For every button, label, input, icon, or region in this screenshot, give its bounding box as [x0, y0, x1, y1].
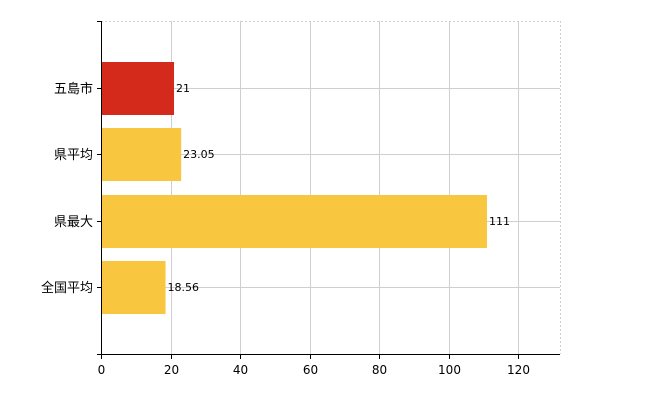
x-tick-label: 100	[438, 363, 461, 377]
data-label: 21	[176, 82, 190, 95]
bar-2	[102, 128, 182, 181]
x-tick-label: 0	[98, 363, 106, 377]
axis-layer	[97, 21, 560, 359]
bar-layer	[102, 62, 487, 314]
category-label: 全国平均	[41, 280, 93, 296]
category-label: 五島市	[54, 81, 93, 97]
x-tick-label: 120	[507, 363, 530, 377]
category-label: 県平均	[54, 148, 93, 163]
bar-4	[102, 261, 166, 314]
category-label: 県最大	[54, 215, 93, 230]
x-tick-label: 80	[372, 363, 387, 377]
x-tick-label: 20	[164, 363, 179, 377]
bar-3	[102, 195, 487, 248]
data-label: 18.56	[168, 281, 200, 294]
x-tick-label: 40	[233, 363, 248, 377]
x-tick-label: 60	[303, 363, 318, 377]
data-label: 111	[489, 215, 510, 228]
data-label: 23.05	[183, 148, 215, 161]
bar-1	[102, 62, 175, 115]
